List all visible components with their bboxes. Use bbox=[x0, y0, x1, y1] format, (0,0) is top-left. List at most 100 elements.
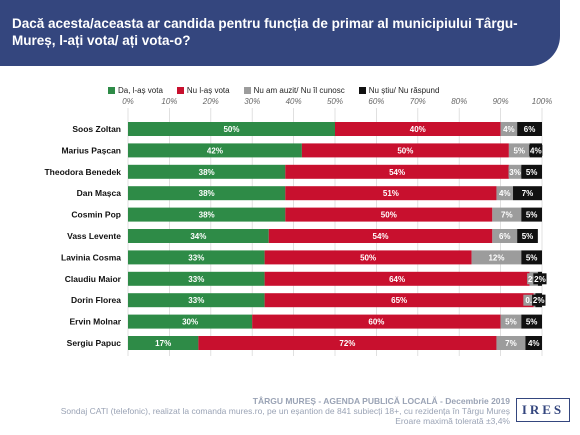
data-label-box bbox=[529, 144, 543, 156]
legend-label-nu: Nu l-aș vota bbox=[186, 86, 230, 95]
bar-segment bbox=[252, 314, 501, 329]
category-label: Dan Mașca bbox=[77, 188, 122, 198]
footer-methodology: Sondaj CATI (telefonic), realizat la com… bbox=[60, 406, 510, 416]
data-label: 5% bbox=[526, 318, 538, 327]
bar-segment bbox=[128, 314, 253, 329]
bar-segment bbox=[301, 143, 509, 158]
category-label: Lavinia Cosma bbox=[61, 252, 121, 262]
bar-segment bbox=[517, 229, 538, 243]
data-label: 50% bbox=[223, 125, 239, 134]
bar-segment bbox=[500, 314, 522, 329]
x-tick-label: 50% bbox=[327, 97, 343, 106]
data-label: 5% bbox=[505, 318, 517, 327]
bar-segment bbox=[264, 271, 530, 286]
data-label: 5% bbox=[522, 232, 534, 241]
bar-segment bbox=[285, 186, 497, 201]
legend-swatch-da bbox=[108, 87, 115, 94]
x-tick-label: 60% bbox=[368, 97, 384, 106]
bar-segment bbox=[128, 250, 265, 265]
data-label: 54% bbox=[373, 232, 389, 241]
data-label: 6% bbox=[524, 125, 536, 134]
data-label: 40% bbox=[410, 125, 426, 134]
bar-segment bbox=[128, 143, 302, 158]
data-label-box bbox=[532, 294, 546, 306]
data-label: 33% bbox=[188, 296, 204, 305]
legend-swatch-necunoscut bbox=[243, 87, 251, 94]
data-label-box bbox=[508, 166, 522, 178]
category-label: Dorin Florea bbox=[71, 295, 121, 305]
bar-segment bbox=[264, 293, 534, 308]
x-tick-label: 10% bbox=[161, 97, 177, 106]
data-label: 2% bbox=[534, 275, 546, 284]
x-tick-label: 40% bbox=[286, 97, 302, 106]
category-label: Claudiu Maior bbox=[65, 274, 122, 284]
data-label: 12% bbox=[488, 253, 504, 262]
data-label: 34% bbox=[190, 232, 206, 241]
x-tick-label: 0% bbox=[122, 97, 134, 106]
data-label: 6% bbox=[499, 232, 511, 241]
data-label: 7% bbox=[505, 339, 517, 348]
category-label: Marius Pașcan bbox=[61, 145, 121, 155]
data-label: 30% bbox=[182, 318, 198, 327]
x-tick-label: 20% bbox=[202, 97, 219, 106]
legend-swatch-ns-nr bbox=[358, 87, 366, 94]
data-label: 50% bbox=[360, 253, 376, 262]
data-label: 64% bbox=[389, 275, 405, 284]
data-label: 4% bbox=[503, 125, 515, 134]
data-label: 72% bbox=[339, 339, 355, 348]
bar-segment bbox=[285, 164, 509, 179]
data-label: 54% bbox=[389, 168, 405, 177]
bar-segment bbox=[128, 164, 286, 179]
bar-segment bbox=[525, 336, 542, 350]
data-label: 5% bbox=[526, 211, 538, 220]
bar-segment bbox=[128, 122, 335, 136]
bar-segment bbox=[198, 336, 497, 350]
data-label: 5% bbox=[513, 146, 525, 155]
bar-segment bbox=[521, 314, 542, 329]
data-label: 7% bbox=[501, 211, 513, 220]
x-tick-label: 90% bbox=[493, 97, 509, 106]
x-tick-label: 30% bbox=[244, 97, 260, 106]
bar-segment bbox=[285, 207, 493, 222]
data-label: 4% bbox=[530, 146, 542, 155]
legend-item-necunoscut: Nu am auzit/ Nu îl cunosc bbox=[243, 86, 345, 95]
data-label: 38% bbox=[199, 211, 215, 220]
data-label: 42% bbox=[207, 146, 223, 155]
legend-item-da: Da, l-aș vota bbox=[108, 86, 163, 95]
data-label: 4% bbox=[528, 339, 540, 348]
footer-source: TÂRGU MUREȘ - AGENDA PUBLICĂ LOCALĂ - De… bbox=[252, 396, 510, 406]
data-label: 50% bbox=[381, 211, 397, 220]
data-label-box bbox=[533, 273, 547, 285]
data-label: 17% bbox=[155, 339, 171, 348]
legend-item-nu: Nu l-aș vota bbox=[176, 86, 230, 95]
bar-segment bbox=[268, 229, 493, 243]
bar-segment bbox=[517, 122, 542, 136]
bar-segment bbox=[128, 229, 269, 243]
bar-segment bbox=[128, 293, 265, 308]
data-label: 2% bbox=[533, 296, 545, 305]
logo-text: IRES bbox=[521, 402, 565, 417]
data-label: 7% bbox=[522, 189, 534, 198]
data-label: 51% bbox=[383, 189, 399, 198]
legend-item-ns-nr: Nu știu/ Nu răspund bbox=[358, 86, 440, 95]
chart-title: Dacă acesta/aceasta ar candida pentru fu… bbox=[12, 16, 518, 48]
data-label: 38% bbox=[199, 168, 215, 177]
ires-logo: IRES bbox=[516, 398, 570, 422]
bar-segment bbox=[521, 207, 542, 222]
legend-swatch-nu bbox=[176, 87, 184, 94]
bar-segment bbox=[521, 250, 542, 265]
bar-segment bbox=[128, 186, 286, 201]
legend-label-necunoscut: Nu am auzit/ Nu îl cunosc bbox=[253, 86, 345, 95]
category-label: Ervin Molnar bbox=[70, 317, 122, 327]
category-label: Vass Levente bbox=[67, 231, 121, 241]
bar-segment bbox=[128, 271, 265, 286]
bar-segment bbox=[496, 186, 514, 201]
data-label: 4% bbox=[499, 189, 511, 198]
title-banner: Dacă acesta/aceasta ar candida pentru fu… bbox=[0, 0, 560, 66]
chart-legend: Da, l-aș vota Nu l-aș vota Nu am auzit/ … bbox=[108, 86, 568, 95]
category-label: Sergiu Papuc bbox=[67, 338, 122, 348]
bar-segment bbox=[128, 336, 199, 350]
legend-label-ns-nr: Nu știu/ Nu răspund bbox=[368, 86, 440, 95]
bar-segment bbox=[128, 207, 286, 222]
